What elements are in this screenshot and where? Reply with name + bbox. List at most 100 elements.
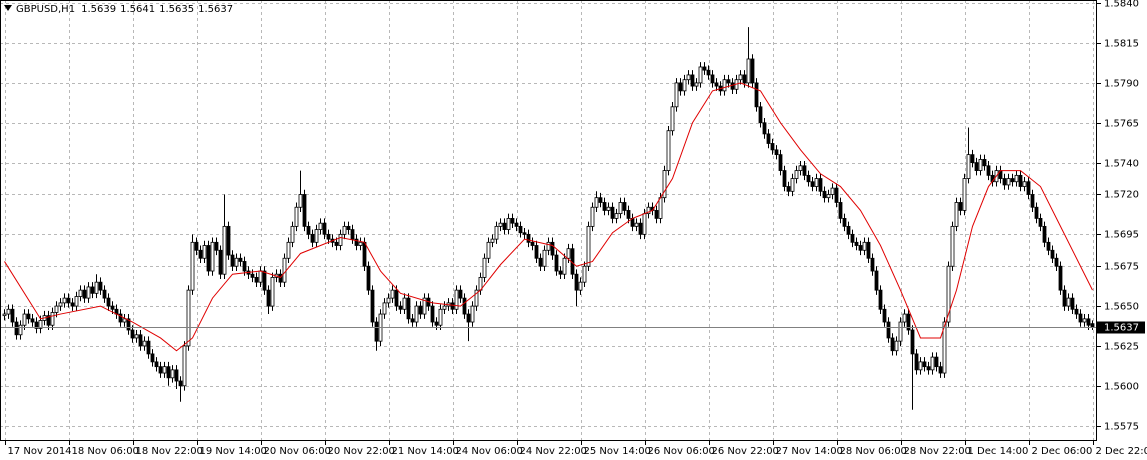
candle-body: [62, 297, 67, 304]
candle-body: [102, 289, 107, 299]
candle-body: [590, 206, 595, 227]
candle-body: [678, 82, 683, 92]
candle-body: [306, 225, 311, 235]
candle-body: [914, 353, 919, 371]
symbol: GBPUSD,H1: [16, 4, 75, 15]
x-tick-label: 1 Dec 14:00: [968, 446, 1029, 457]
candle-body: [1022, 181, 1027, 187]
candle-body: [6, 308, 11, 315]
candle-body: [726, 79, 731, 84]
candle-body: [910, 329, 915, 355]
candle-body: [142, 340, 147, 347]
candle-body: [466, 313, 471, 323]
plot-border: [0, 0, 1097, 441]
candle-body: [722, 79, 727, 92]
candle-body: [394, 289, 399, 307]
candle-body: [382, 302, 387, 315]
candle-body: [906, 313, 911, 331]
candle-body: [322, 222, 327, 235]
y-tick-label: 1.5765: [1104, 119, 1139, 130]
candle-body: [618, 202, 623, 215]
candle-body: [438, 308, 443, 326]
candle-body: [522, 232, 527, 235]
candle-body: [566, 248, 571, 259]
candle-body: [846, 225, 851, 235]
candle-body: [482, 257, 487, 278]
candle-body: [966, 154, 971, 179]
candle-body: [422, 297, 427, 315]
candle-body: [986, 165, 991, 176]
candle-body: [534, 245, 539, 259]
candle-body: [346, 225, 351, 230]
candle-body: [1030, 194, 1035, 208]
candle-body: [1074, 308, 1079, 315]
candle-body: [450, 302, 455, 310]
candle-body: [750, 58, 755, 84]
candle-body: [946, 265, 951, 323]
y-tick-label: 1.5695: [1104, 230, 1139, 241]
x-tick-label: 27 Nov 14:00: [776, 446, 843, 457]
candle-body: [234, 257, 239, 267]
candle-body: [738, 74, 743, 81]
candle-body: [214, 241, 219, 251]
candle-body: [898, 321, 903, 342]
moving-average: [4, 82, 1093, 352]
candle-body: [514, 222, 519, 227]
candle-body: [818, 178, 823, 192]
candle-body: [838, 202, 843, 219]
candle-body: [170, 369, 175, 379]
close-value: 1.5637: [198, 4, 233, 15]
candle-body: [1002, 178, 1007, 186]
x-tick-label: 19 Nov 14:00: [200, 446, 267, 457]
candle-body: [670, 106, 675, 132]
candle-body: [30, 318, 35, 323]
y-tick-label: 1.5740: [1104, 159, 1139, 170]
candle-body: [506, 218, 511, 230]
candle-body: [782, 170, 787, 187]
candle-body: [714, 82, 719, 87]
candle-body: [54, 305, 59, 313]
candle-body: [1018, 174, 1023, 187]
candle-body: [702, 66, 707, 71]
candle-body: [134, 334, 139, 339]
candle-body: [242, 261, 247, 272]
candle-body: [238, 257, 243, 262]
candle-body: [850, 233, 855, 243]
candle-body: [526, 233, 531, 243]
candle-body: [762, 122, 767, 135]
candle-body: [390, 289, 395, 299]
candle-body: [1010, 178, 1015, 183]
candle-body: [922, 361, 927, 368]
menu-triangle[interactable]: [4, 5, 12, 11]
candle-body: [942, 321, 947, 374]
candle-body: [582, 265, 587, 283]
candle-body: [970, 154, 975, 164]
candle-body: [814, 178, 819, 187]
candle-body: [666, 130, 671, 171]
candle-body: [882, 308, 887, 323]
candle-body: [614, 213, 619, 219]
candle-body: [250, 273, 255, 278]
candle-body: [530, 241, 535, 246]
candle-body: [486, 241, 491, 259]
candle-body: [1014, 174, 1019, 183]
candle-body: [766, 133, 771, 144]
candle-body: [354, 238, 359, 246]
candle-body: [510, 218, 515, 224]
candle-body: [586, 225, 591, 267]
candle-body: [862, 241, 867, 251]
candle-body: [18, 324, 23, 336]
candle-body: [326, 233, 331, 240]
candle-body: [1038, 218, 1043, 227]
x-tick-label: 21 Nov 14:00: [392, 446, 459, 457]
candle-body: [1050, 249, 1055, 259]
candle-body: [554, 254, 559, 272]
candle-body: [954, 202, 959, 227]
x-tick-label: 25 Nov 14:00: [584, 446, 651, 457]
candle-body: [1070, 297, 1075, 310]
candle-body: [1054, 257, 1059, 267]
candle-body: [1066, 297, 1071, 307]
candle-body: [222, 225, 227, 275]
candle-body: [34, 321, 39, 329]
candle-body: [774, 149, 779, 156]
